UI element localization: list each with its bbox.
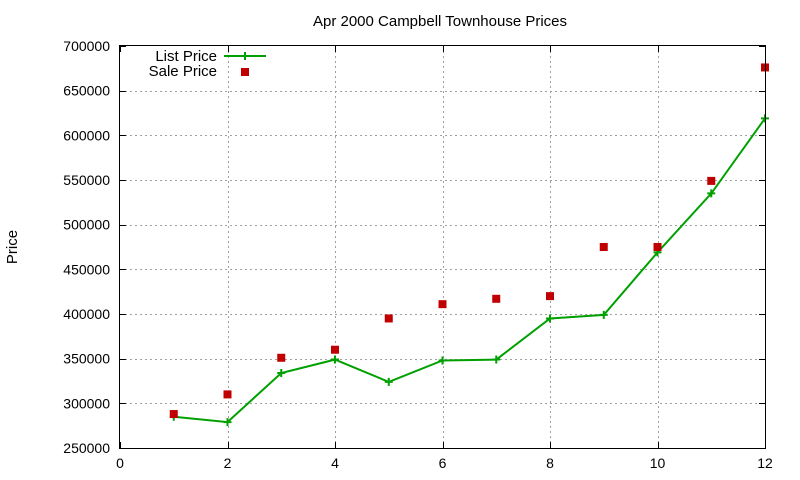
x-tick-label: 6: [439, 455, 447, 471]
x-tick-label: 12: [757, 455, 773, 471]
y-tick-label: 300000: [63, 395, 110, 411]
x-tick-label: 0: [116, 455, 124, 471]
legend-label: List Price: [155, 48, 217, 65]
list-price-point: [492, 355, 501, 364]
sale-price-point: [492, 294, 501, 303]
axis-ticks: 0 2 4 6 8 10 12 250000 300000 350000 400000 450000 5…: [63, 38, 773, 471]
legend-label: Sale Price: [149, 63, 217, 80]
y-tick-label: 250000: [63, 440, 110, 456]
x-tick-label: 8: [546, 455, 554, 471]
list-price-point: [707, 189, 716, 198]
x-tick-label: 10: [650, 455, 666, 471]
list-price-point: [384, 377, 393, 386]
sale-price-point: [277, 353, 286, 362]
list-price-point: [438, 356, 447, 365]
sale-price-point: [599, 243, 608, 251]
x-tick-label: 4: [331, 455, 339, 471]
sale-price-point: [546, 292, 554, 301]
y-tick-label: 450000: [63, 261, 110, 277]
x-tick-label: 2: [224, 455, 232, 471]
plot-frame: [119, 45, 766, 449]
sale-price-point: [169, 410, 178, 419]
list-price-point: [599, 310, 608, 319]
y-axis-label: Price: [4, 230, 21, 264]
plot-area: [169, 63, 769, 427]
legend-cross-swatch: [241, 52, 249, 60]
chart-title: Apr 2000 Campbell Townhouse Prices: [313, 13, 567, 30]
list-price-point: [331, 355, 339, 364]
y-tick-label: 500000: [63, 217, 110, 233]
sale-price-point: [384, 314, 393, 323]
y-tick-label: 350000: [63, 351, 110, 367]
series-line-list-price: [173, 117, 766, 424]
y-tick-label: 600000: [63, 127, 110, 143]
y-tick-label: 550000: [63, 172, 110, 188]
sale-price-point: [331, 345, 339, 354]
y-tick-label: 400000: [63, 306, 110, 322]
list-price-point: [277, 368, 286, 377]
sale-price-point: [653, 243, 662, 251]
y-tick-label: 700000: [63, 38, 110, 54]
sale-price-point: [223, 390, 232, 399]
list-price-point: [546, 314, 554, 323]
list-price-point: [223, 418, 232, 427]
legend-square-swatch: [241, 68, 249, 76]
grid: [120, 46, 765, 448]
sale-price-point: [707, 176, 716, 185]
y-tick-label: 650000: [63, 83, 110, 99]
sale-price-point: [438, 300, 447, 309]
